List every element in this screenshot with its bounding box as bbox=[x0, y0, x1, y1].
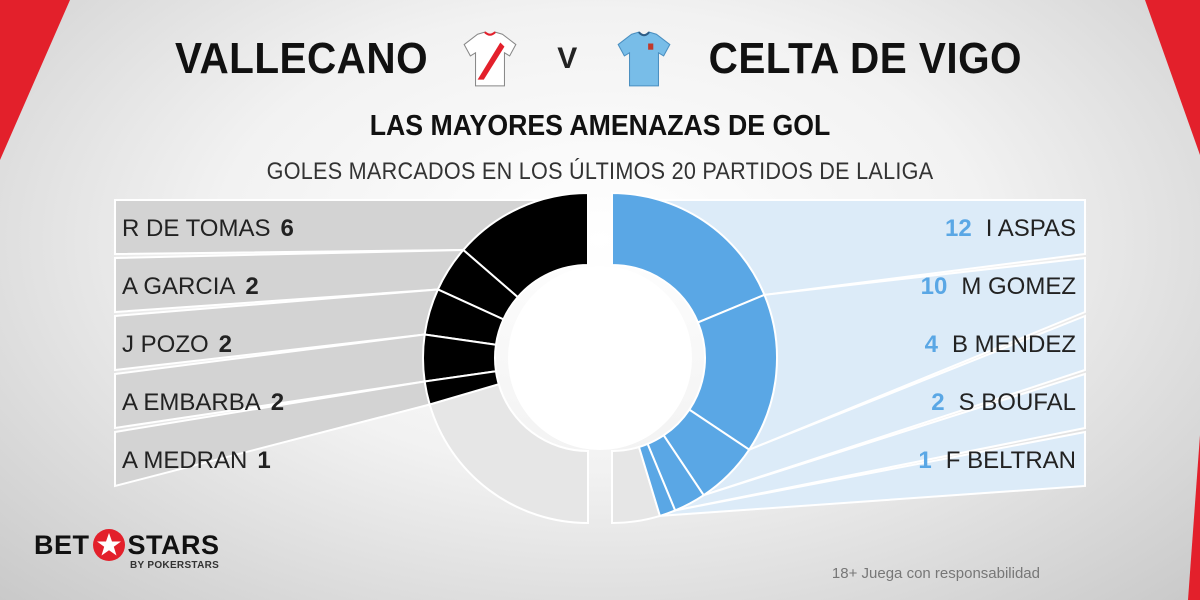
scorer-goals: 1 bbox=[257, 447, 271, 474]
scorer-goals: 2 bbox=[931, 389, 945, 416]
home-team-name: VALLECANO bbox=[175, 34, 429, 83]
scorer-goals: 10 bbox=[920, 273, 948, 300]
right-donut-segment-0 bbox=[611, 191, 766, 324]
scorer-name: B MENDEZ bbox=[951, 331, 1076, 358]
right-donut-segment-4 bbox=[637, 442, 677, 518]
scorer-row: A EMBARBA 2 bbox=[122, 375, 284, 431]
left-donut-segment-4 bbox=[423, 370, 501, 406]
corner-decoration-bottom-right bbox=[1188, 435, 1200, 600]
scorer-goals: 4 bbox=[924, 331, 938, 358]
responsible-gambling-notice: 18+ Juega con responsabilidad bbox=[831, 565, 1040, 582]
scorer-goals: 12 bbox=[945, 215, 972, 242]
corner-decoration-top-left bbox=[0, 0, 70, 160]
scorer-goals: 1 bbox=[918, 447, 932, 474]
versus-label: V bbox=[557, 42, 578, 75]
scorer-name: A MEDRAN bbox=[122, 447, 248, 474]
scorer-row: J POZO 2 bbox=[122, 317, 232, 373]
scorer-goals: 2 bbox=[270, 389, 285, 416]
away-team-name: CELTA DE VIGO bbox=[708, 34, 1023, 83]
scorer-name: M GOMEZ bbox=[961, 273, 1076, 300]
donut-center bbox=[508, 266, 692, 450]
scorer-name: A EMBARBA bbox=[122, 389, 261, 416]
scorer-goals: 2 bbox=[245, 273, 259, 300]
scorer-name: R DE TOMAS bbox=[122, 215, 271, 242]
match-header: VALLECANO V CELTA DE VIGO bbox=[0, 24, 1200, 94]
logo-text-bet: BET bbox=[34, 529, 90, 560]
betstars-logo: BET STARS BY POKERSTARS bbox=[34, 528, 220, 578]
right-remaining-arc bbox=[611, 445, 662, 525]
vallecano-jersey-icon bbox=[463, 31, 517, 87]
scorer-row: 12 I ASPAS bbox=[945, 201, 1076, 257]
scorer-goals: 6 bbox=[280, 215, 294, 242]
logo-subtext: BY POKERSTARS bbox=[130, 560, 220, 571]
scorer-name: I ASPAS bbox=[985, 215, 1076, 242]
left-remaining-arc bbox=[428, 382, 589, 525]
corner-decoration-top-right bbox=[1145, 0, 1200, 155]
scorer-row: 1 F BELTRAN bbox=[918, 433, 1076, 489]
scorer-row: A GARCIA 2 bbox=[122, 259, 259, 315]
scorer-row: 4 B MENDEZ bbox=[925, 317, 1076, 373]
scorer-goals: 2 bbox=[218, 331, 233, 358]
logo-text-stars: STARS bbox=[127, 529, 220, 560]
chart-subtitle: GOLES MARCADOS EN LOS ÚLTIMOS 20 PARTIDO… bbox=[266, 158, 934, 185]
chart-title: LAS MAYORES AMENAZAS DE GOL bbox=[369, 110, 831, 142]
scorer-row: 2 S BOUFAL bbox=[931, 375, 1076, 431]
scorer-row: 10 M GOMEZ bbox=[921, 259, 1076, 315]
scorer-name: A GARCIA bbox=[122, 273, 236, 300]
scorer-name: J POZO bbox=[122, 331, 209, 358]
scorer-name: S BOUFAL bbox=[958, 389, 1076, 416]
scorer-name: F BELTRAN bbox=[945, 447, 1076, 474]
celta-jersey-icon bbox=[617, 31, 671, 87]
star-icon bbox=[92, 529, 125, 561]
scorer-row: A MEDRAN 1 bbox=[122, 433, 271, 489]
scorer-row: R DE TOMAS 6 bbox=[122, 201, 294, 257]
